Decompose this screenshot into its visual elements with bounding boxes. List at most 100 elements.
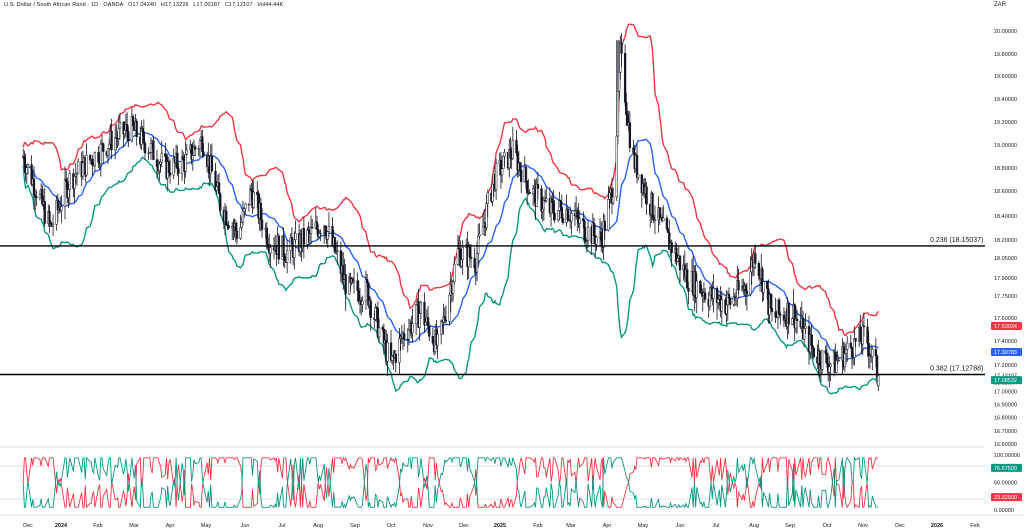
candle xyxy=(389,329,393,363)
candle-body xyxy=(835,360,838,373)
upper-band-tag-bg xyxy=(991,322,1022,331)
candle-body xyxy=(795,318,799,322)
candle xyxy=(110,118,113,160)
candle-body xyxy=(453,264,456,283)
candle-body xyxy=(699,280,702,294)
candle-body xyxy=(398,338,401,363)
candle xyxy=(828,356,831,388)
candle-body xyxy=(551,198,554,203)
candle-body xyxy=(600,231,603,241)
candle xyxy=(528,189,531,194)
candle-body xyxy=(810,334,813,346)
candle-body xyxy=(843,353,846,368)
candle xyxy=(241,200,245,226)
candle-body xyxy=(578,218,581,224)
time-label: Dec xyxy=(895,523,905,529)
candle-body xyxy=(859,327,862,342)
candle xyxy=(867,331,870,369)
candle-body xyxy=(637,174,640,178)
time-label: 2024 xyxy=(55,523,68,529)
osc-tick: 100.00000 xyxy=(994,453,1020,459)
price-tick: 18.80000 xyxy=(994,166,1017,172)
candle xyxy=(285,240,289,274)
candle xyxy=(695,273,698,314)
candle-body xyxy=(414,304,418,324)
price-tick: 18.20000 xyxy=(994,238,1017,244)
candle xyxy=(85,143,88,178)
candle xyxy=(377,318,381,343)
candle-body xyxy=(164,153,167,157)
candle xyxy=(635,143,639,184)
candle xyxy=(469,244,473,269)
candle-body xyxy=(665,217,669,230)
candle xyxy=(500,155,504,184)
candle xyxy=(670,239,673,268)
time-label: Sep xyxy=(350,523,360,529)
candle xyxy=(486,189,489,218)
candle xyxy=(319,229,322,242)
candle-body xyxy=(481,226,485,235)
candle xyxy=(32,166,36,210)
candle xyxy=(248,184,252,206)
candle-body xyxy=(866,326,869,344)
candle-body xyxy=(515,139,518,153)
candle-body xyxy=(389,342,393,361)
candle xyxy=(97,145,100,169)
candle xyxy=(515,129,518,156)
time-label: Jun xyxy=(241,523,250,529)
candle xyxy=(217,172,221,195)
candle-body xyxy=(708,294,712,307)
candle-body xyxy=(118,122,122,129)
candle-body xyxy=(198,140,202,149)
candle-body xyxy=(227,225,230,229)
osc-green-line xyxy=(22,456,879,509)
candle-body xyxy=(294,233,297,241)
candle xyxy=(440,319,443,345)
candle-body xyxy=(428,325,431,337)
candle xyxy=(73,175,76,204)
candle-body xyxy=(653,219,657,221)
candle xyxy=(615,40,618,201)
candle xyxy=(202,143,205,158)
candle xyxy=(130,107,134,143)
candle-body xyxy=(131,116,135,126)
candle xyxy=(545,187,548,203)
candle-body xyxy=(403,333,406,340)
candle-body xyxy=(201,136,204,153)
candle-body xyxy=(191,155,194,160)
main-pane: 0.236 (18.15037) 0.382 (17.12788) xyxy=(0,23,1024,516)
candle-body xyxy=(366,279,369,284)
candle xyxy=(875,354,879,385)
candle-body xyxy=(184,154,187,172)
candle-body xyxy=(369,300,372,319)
candle-body xyxy=(456,247,460,265)
candle-body xyxy=(93,152,97,167)
candle xyxy=(143,141,147,160)
candle xyxy=(374,303,377,322)
candle xyxy=(127,126,130,148)
candle xyxy=(859,314,862,342)
candle xyxy=(620,33,623,67)
candle-body xyxy=(215,186,218,191)
candle xyxy=(853,326,856,366)
price-tick: 16.80000 xyxy=(994,416,1017,422)
candle-body xyxy=(241,210,245,223)
candle-body xyxy=(38,194,42,199)
candle xyxy=(344,264,347,311)
candle-body xyxy=(812,347,815,358)
candle-body xyxy=(754,253,757,264)
candle-body xyxy=(177,168,180,174)
candle-body xyxy=(377,327,381,338)
candle-body xyxy=(850,347,854,358)
price-axis: 20.00000 19.80000 19.60000 19.40000 19.20000… xyxy=(991,29,1022,448)
candle xyxy=(535,177,538,207)
candle xyxy=(68,169,71,204)
price-tick: 17.40000 xyxy=(994,339,1017,345)
candle-body xyxy=(766,281,769,289)
candle xyxy=(403,323,406,347)
candle-body xyxy=(491,183,494,202)
candle-body xyxy=(473,258,476,269)
candle-body xyxy=(315,221,319,230)
candle-body xyxy=(853,338,856,358)
